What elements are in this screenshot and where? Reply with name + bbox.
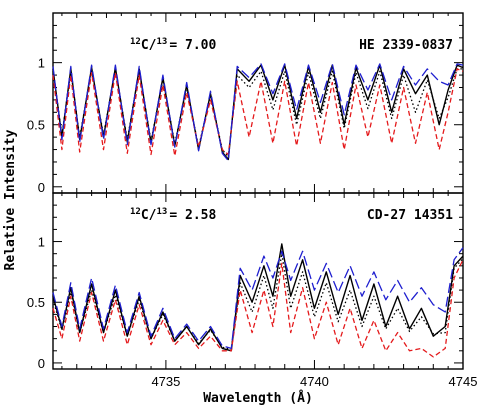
x-axis-title: Wavelength (Å)	[203, 390, 313, 406]
bottom-ratio-prefix: C/	[141, 208, 157, 223]
series-line-dotted	[52, 253, 464, 351]
bottom-panel-ticks: 00.51	[27, 192, 464, 371]
top-panel-series	[52, 63, 464, 162]
series-line-solid	[52, 243, 464, 352]
y-tick-label: 0	[38, 356, 45, 371]
y-tick-label: 1	[38, 235, 45, 250]
top-panel-star-label: HE 2339-0837	[359, 38, 453, 53]
bottom-panel-star-label: CD-27 14351	[367, 208, 453, 223]
top-ratio-iso-a: 12	[130, 37, 141, 47]
bottom-ratio-value: = 2.58	[169, 208, 216, 223]
bottom-ratio-iso-a: 12	[130, 207, 141, 217]
top-ratio-prefix: C/	[141, 38, 157, 53]
y-tick-label: 0.5	[27, 295, 45, 310]
y-tick-label: 0.5	[27, 118, 45, 133]
x-tick-label: 4740	[300, 374, 329, 389]
top-panel-ratio: 12C/13 = 7.00	[130, 37, 216, 53]
series-line-longdash	[52, 63, 464, 162]
top-panel-ticks: 00.51	[27, 12, 464, 195]
top-panel: 00.51 12C/13 = 7.00 HE 2339-0837	[27, 12, 464, 195]
y-axis-title: Relative Intensity	[3, 129, 18, 270]
series-line-dotted	[52, 68, 463, 158]
bottom-ratio-iso-b: 13	[157, 207, 168, 217]
series-line-longdash	[52, 247, 464, 350]
top-ratio-iso-b: 13	[157, 37, 168, 47]
bottom-panel: 00.51 12C/13 = 2.58 CD-27 14351	[27, 192, 464, 371]
series-line-dashed	[52, 68, 464, 157]
bottom-panel-frame	[52, 192, 464, 370]
y-tick-label: 1	[38, 56, 45, 71]
bottom-panel-ratio: 12C/13 = 2.58	[130, 207, 216, 223]
x-tick-label: 4745	[449, 374, 478, 389]
top-ratio-value: = 7.00	[169, 38, 216, 53]
y-tick-label: 0	[38, 180, 45, 195]
series-line-dashed	[52, 259, 464, 358]
bottom-panel-series	[52, 243, 464, 358]
x-tick-labels: 4735 4740 4745	[151, 374, 477, 389]
x-tick-label: 4735	[151, 374, 180, 389]
